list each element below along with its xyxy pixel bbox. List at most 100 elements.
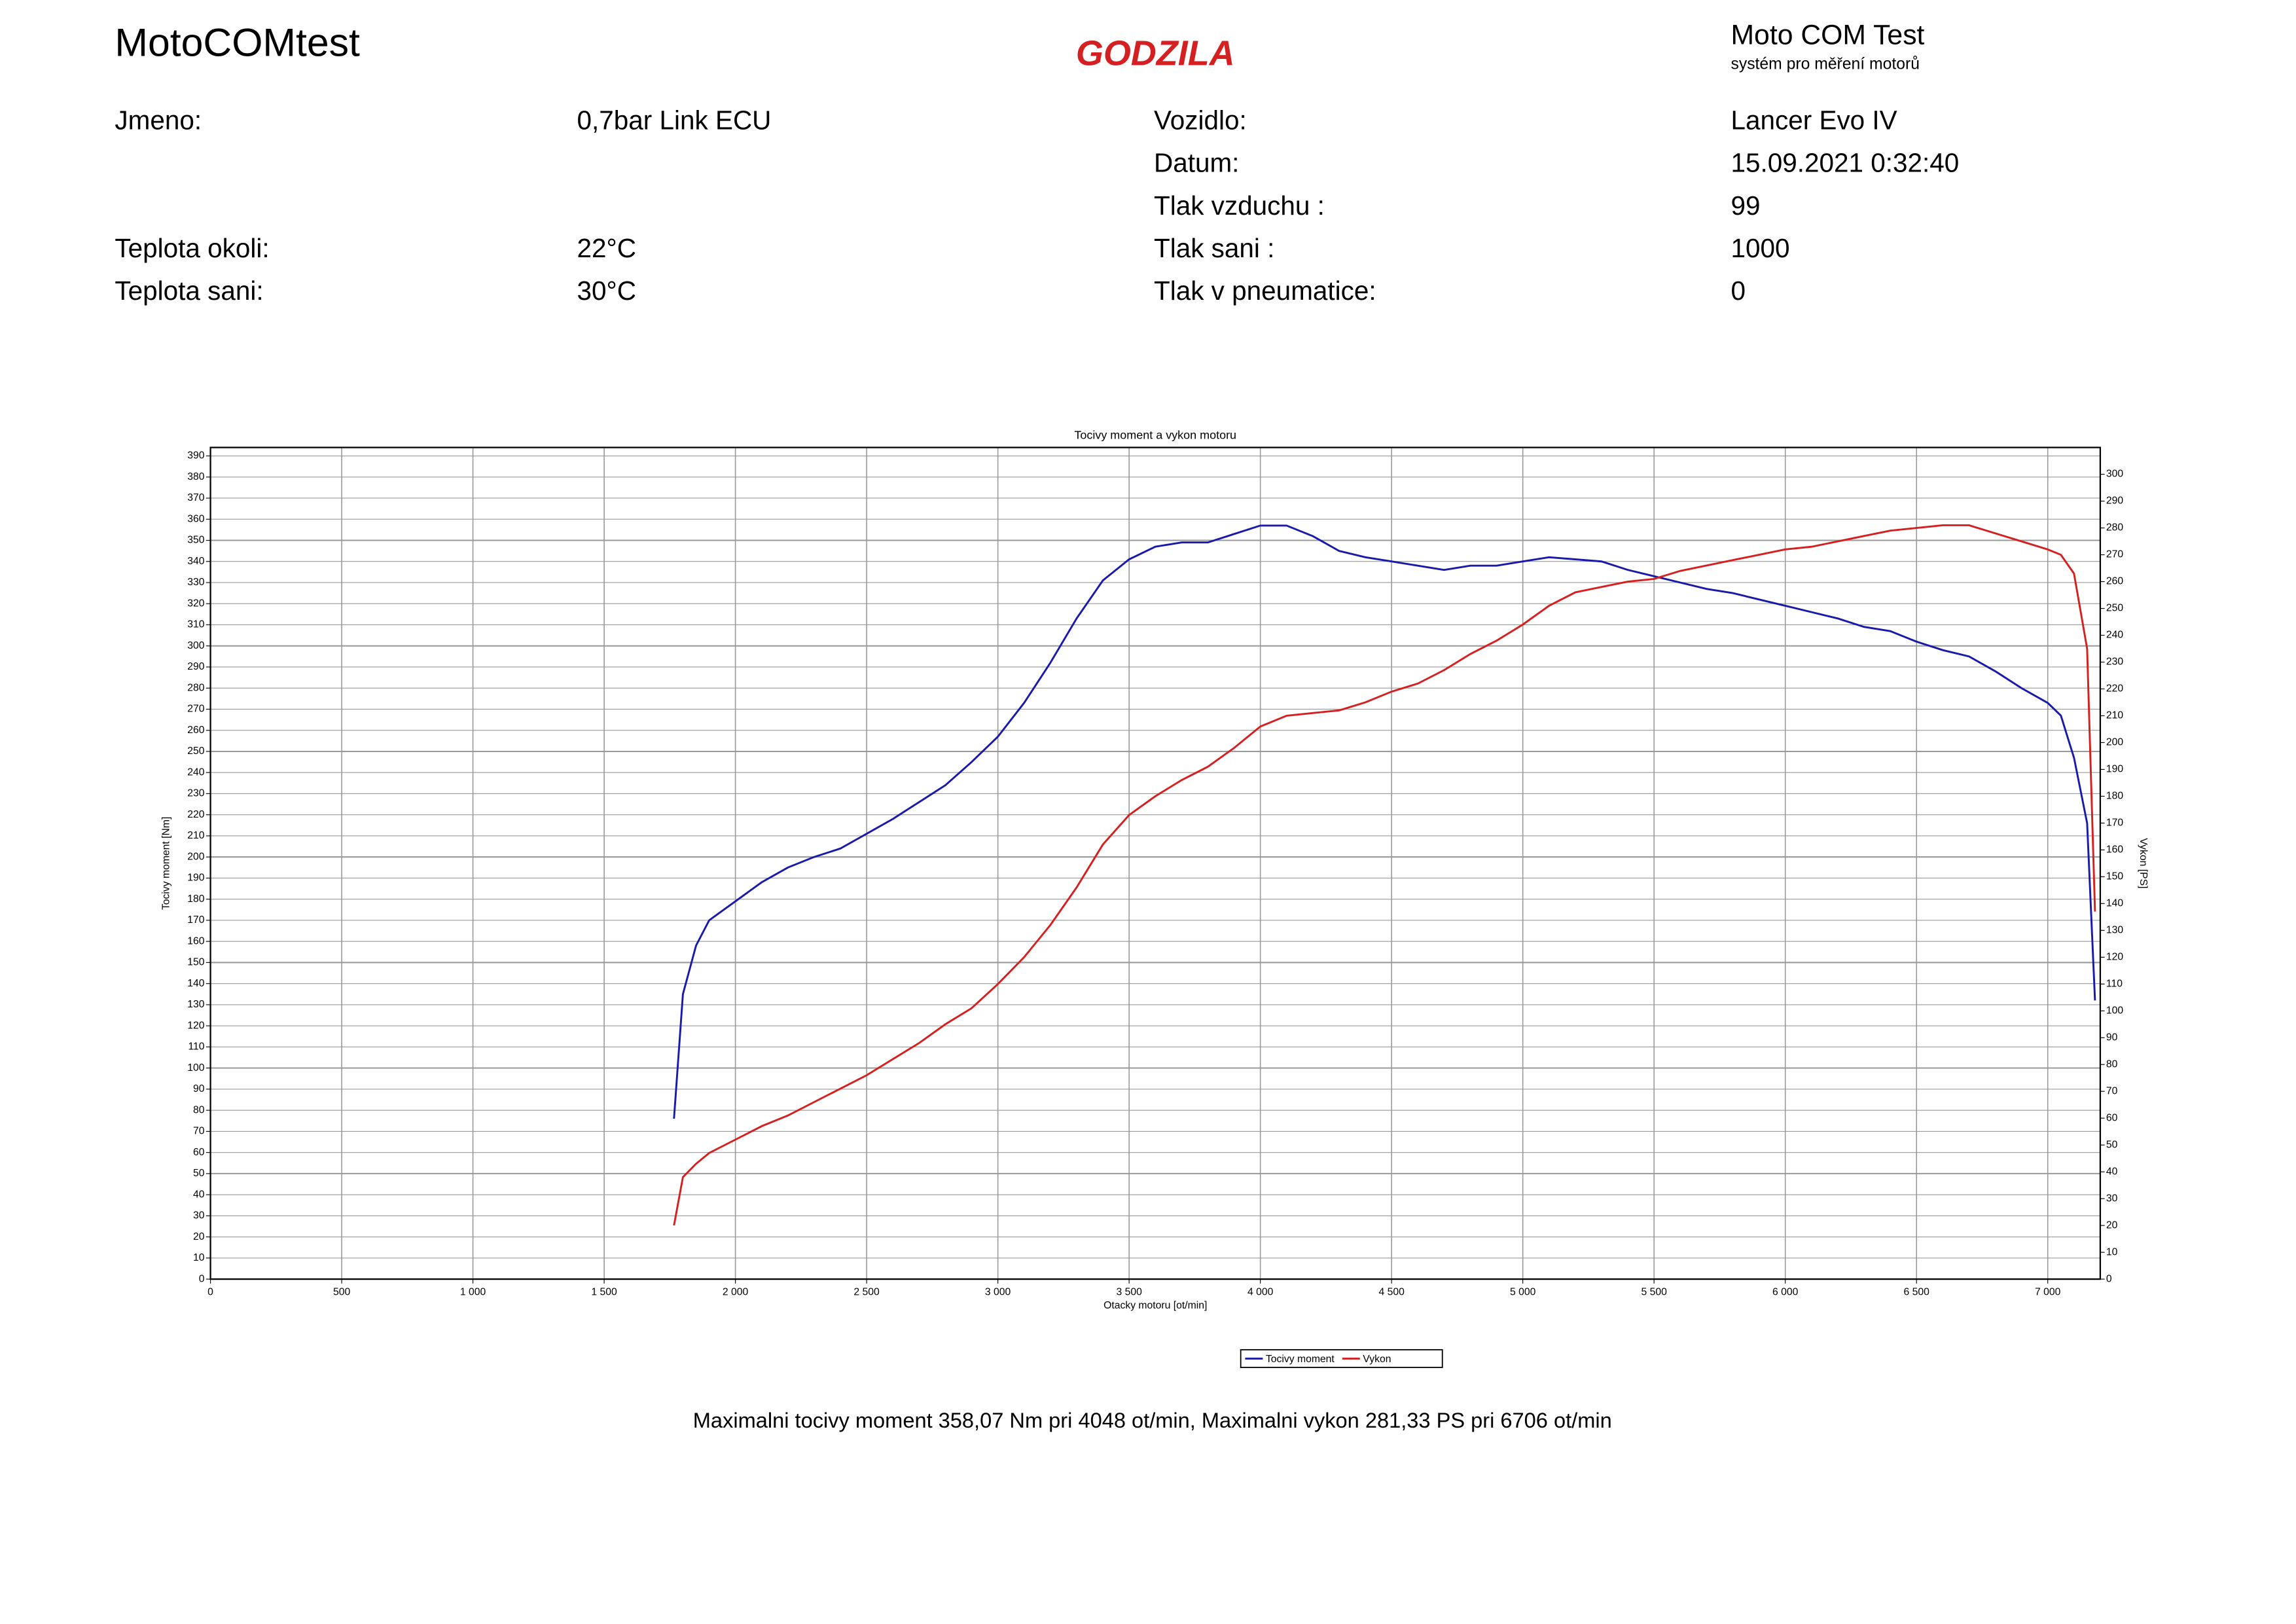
x-tick-label: 6 000: [1772, 1287, 1799, 1298]
x-tick-label: 2 500: [853, 1287, 880, 1298]
y2-tick-label: 260: [2106, 576, 2124, 587]
y-tick-label: 180: [187, 893, 205, 905]
y-tick-label: 110: [188, 1041, 204, 1053]
y-tick-label: 10: [193, 1252, 205, 1263]
y-tick-label: 150: [187, 957, 205, 968]
series-line: [673, 524, 2096, 1226]
field-value: 0,7bar Link ECU: [577, 105, 772, 135]
y2-tick-label: 90: [2106, 1032, 2118, 1043]
x-tick-label: 7 000: [2035, 1287, 2061, 1298]
y2-tick-label: 100: [2106, 1005, 2124, 1016]
field-label: Jmeno:: [115, 105, 202, 135]
field-label: Datum:: [1154, 148, 1239, 178]
field-label: Tlak sani :: [1154, 233, 1274, 263]
y-tick-label: 360: [187, 513, 205, 524]
x-axis-label: Otacky motoru [ot/min]: [1103, 1300, 1207, 1311]
y-tick-label: 230: [187, 788, 205, 799]
y2-tick-label: 190: [2106, 764, 2124, 775]
legend-label: Tocivy moment: [1266, 1354, 1335, 1365]
y-tick-label: 0: [199, 1273, 205, 1284]
y2-axis-label: Vykon [PS]: [2138, 838, 2149, 888]
y-tick-label: 250: [187, 746, 205, 757]
y2-tick-label: 280: [2106, 522, 2124, 533]
y-tick-label: 350: [187, 535, 205, 546]
x-tick-label: 5 000: [1510, 1287, 1536, 1298]
series-line: [673, 524, 2096, 1119]
y2-tick-label: 250: [2106, 603, 2124, 614]
y-tick-label: 80: [193, 1104, 205, 1115]
y-tick-label: 270: [187, 704, 205, 715]
y-tick-label: 40: [193, 1189, 205, 1200]
y-tick-label: 260: [187, 725, 205, 736]
brand-subtitle: systém pro měření motorů: [1731, 55, 1919, 73]
field-value: 15.09.2021 0:32:40: [1731, 148, 1959, 178]
field-value: 1000: [1731, 233, 1789, 263]
y-tick-label: 160: [187, 935, 205, 947]
y-tick-label: 280: [187, 682, 205, 693]
y-tick-label: 170: [187, 914, 205, 926]
field-label: Teplota sani:: [115, 276, 263, 306]
annotation: Maximalni tocivy moment 358,07 Nm pri 40…: [693, 1408, 1612, 1432]
y2-tick-label: 210: [2106, 710, 2124, 721]
y2-tick-label: 140: [2106, 898, 2124, 909]
y2-tick-label: 40: [2106, 1166, 2118, 1177]
y-tick-label: 290: [187, 661, 205, 672]
x-tick-label: 4 000: [1247, 1287, 1274, 1298]
y-tick-label: 100: [187, 1062, 205, 1074]
y-tick-label: 90: [193, 1083, 205, 1094]
y-axis-label: Tocivy moment [Nm]: [160, 817, 171, 911]
y2-tick-label: 270: [2106, 549, 2124, 560]
y-tick-label: 60: [193, 1147, 205, 1158]
y-tick-label: 210: [187, 830, 205, 841]
y-tick-label: 30: [193, 1210, 205, 1221]
y2-tick-label: 300: [2106, 469, 2124, 480]
field-value: 30°C: [577, 276, 636, 306]
y-tick-label: 330: [187, 577, 205, 588]
y2-tick-label: 120: [2106, 951, 2124, 962]
field-label: Teplota okoli:: [115, 233, 269, 263]
field-value: 22°C: [577, 233, 636, 263]
field-value: 0: [1731, 276, 1746, 306]
y-tick-label: 300: [187, 640, 205, 651]
x-tick-label: 0: [207, 1287, 213, 1298]
y2-tick-label: 160: [2106, 844, 2124, 856]
y-tick-label: 20: [193, 1231, 205, 1242]
brand: Moto COM Test: [1731, 19, 1924, 50]
plot-frame: [209, 446, 2102, 1280]
field-label: Tlak vzduchu :: [1154, 190, 1325, 221]
x-tick-label: 500: [333, 1287, 351, 1298]
y2-tick-label: 70: [2106, 1085, 2118, 1096]
y-tick-label: 70: [193, 1126, 205, 1137]
y2-tick-label: 240: [2106, 630, 2124, 641]
x-tick-label: 2 000: [723, 1287, 749, 1298]
y2-tick-label: 200: [2106, 737, 2124, 748]
y-tick-label: 310: [187, 619, 205, 630]
y-tick-label: 50: [193, 1168, 205, 1179]
y-tick-label: 370: [187, 492, 205, 503]
y-tick-label: 190: [187, 873, 205, 884]
y-tick-label: 320: [187, 598, 205, 609]
y2-tick-label: 0: [2106, 1273, 2112, 1284]
y-tick-label: 380: [187, 471, 205, 482]
y2-tick-label: 30: [2106, 1193, 2118, 1204]
y-tick-label: 220: [187, 809, 205, 820]
chart-title: Tocivy moment a vykon motoru: [1074, 428, 1236, 441]
y-tick-label: 200: [187, 851, 205, 862]
field-label: Tlak v pneumatice:: [1154, 276, 1376, 306]
x-tick-label: 3 500: [1116, 1287, 1142, 1298]
x-tick-label: 4 500: [1378, 1287, 1405, 1298]
y2-tick-label: 130: [2106, 924, 2124, 935]
field-value: Lancer Evo IV: [1731, 105, 1897, 135]
x-tick-label: 5 500: [1641, 1287, 1667, 1298]
y2-tick-label: 180: [2106, 791, 2124, 802]
field-label: Vozidlo:: [1154, 105, 1247, 135]
logo: GODZILA: [1076, 34, 1235, 73]
legend-box: [1240, 1349, 1443, 1368]
x-tick-label: 1 500: [591, 1287, 617, 1298]
legend-label: Vykon: [1363, 1354, 1391, 1365]
y2-tick-label: 10: [2106, 1246, 2118, 1257]
y-tick-label: 140: [187, 978, 205, 989]
field-value: 99: [1731, 190, 1760, 221]
